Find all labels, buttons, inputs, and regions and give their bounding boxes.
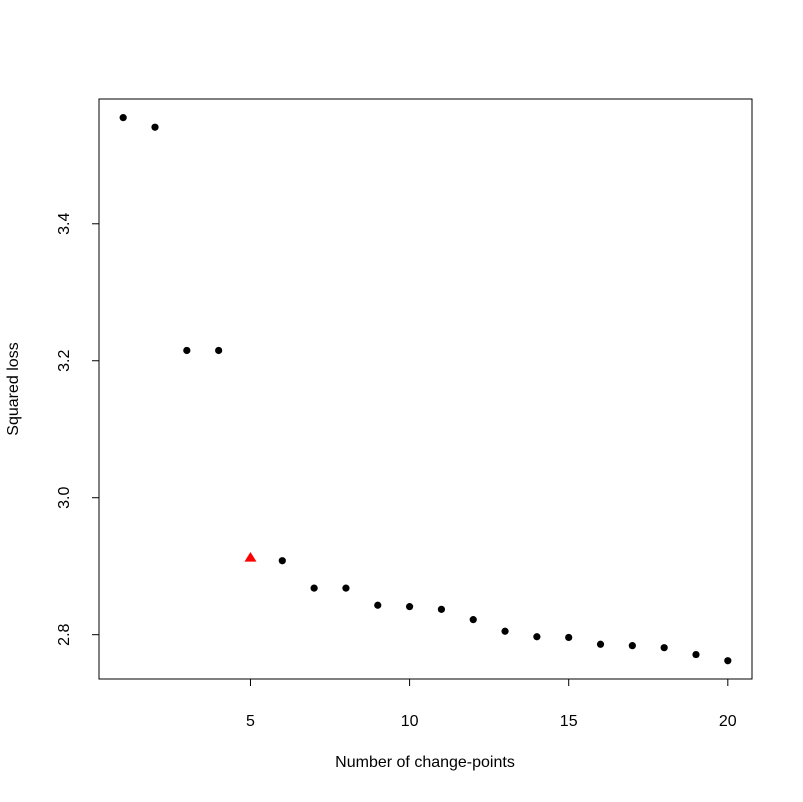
data-point xyxy=(469,616,477,624)
y-axis: 2.8 3.0 3.2 3.4 xyxy=(56,213,100,646)
data-point xyxy=(310,584,318,592)
x-tick-label: 10 xyxy=(401,713,419,730)
data-point xyxy=(724,657,732,665)
data-points xyxy=(119,114,732,665)
y-axis-title: Squared loss xyxy=(5,342,22,435)
data-point xyxy=(501,627,509,635)
data-point xyxy=(215,346,223,355)
data-point xyxy=(374,601,382,609)
data-point xyxy=(119,114,127,122)
y-tick-label: 2.8 xyxy=(56,623,73,645)
data-point xyxy=(405,603,414,611)
x-tick-label: 15 xyxy=(560,713,578,730)
y-tick-label: 3.4 xyxy=(56,213,73,235)
data-point xyxy=(278,557,286,565)
selected-point-marker xyxy=(244,551,257,562)
data-point xyxy=(437,605,446,613)
data-point xyxy=(692,650,700,659)
data-point xyxy=(596,640,605,648)
data-point xyxy=(342,584,350,592)
data-point xyxy=(565,633,573,642)
data-point xyxy=(183,346,191,355)
plot-frame xyxy=(98,98,753,680)
y-tick-label: 3.0 xyxy=(56,487,73,509)
data-point xyxy=(660,644,668,652)
y-tick-label: 3.2 xyxy=(56,350,73,372)
x-tick-label: 5 xyxy=(246,713,255,730)
data-point xyxy=(151,123,159,131)
x-axis: 5 10 15 20 xyxy=(246,678,737,730)
data-point xyxy=(533,633,541,641)
data-point xyxy=(628,642,636,650)
x-axis-title: Number of change-points xyxy=(335,754,515,771)
x-tick-label: 20 xyxy=(719,713,737,730)
